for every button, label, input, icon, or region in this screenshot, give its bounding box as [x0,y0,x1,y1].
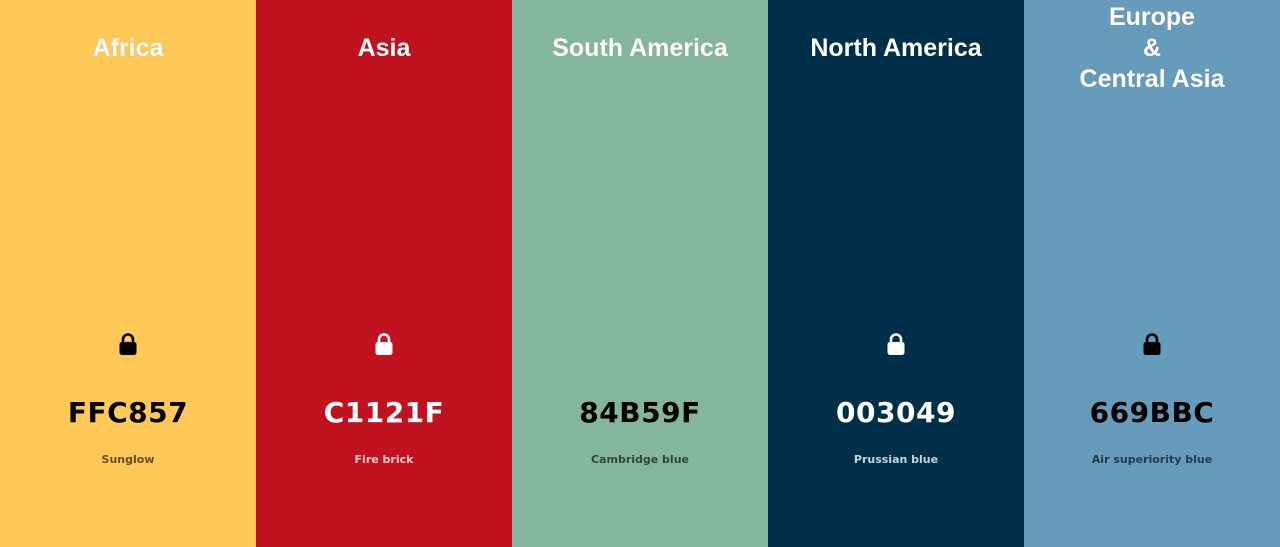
lock-icon[interactable] [886,332,906,356]
hex-code[interactable]: 003049 [836,396,956,429]
hex-code[interactable]: 669BBC [1089,396,1215,429]
swatch-south-america[interactable]: South America 84B59F Cambridge blue [512,0,768,547]
color-name: Prussian blue [853,453,939,466]
region-label: Africa [92,33,164,62]
color-name: Air superiority blue [1091,453,1213,466]
region-label: North America [810,33,982,62]
lock-icon[interactable] [374,332,394,356]
color-name: Fire brick [354,453,414,466]
region-label: Asia [357,33,411,62]
swatch-africa[interactable]: Africa FFC857 Sunglow [0,0,256,547]
hex-code[interactable]: 84B59F [579,396,701,429]
swatch-north-america[interactable]: North America 003049 Prussian blue [768,0,1024,547]
region-label: Europe & Central Asia [1079,2,1225,93]
swatch-europe-central-asia[interactable]: Europe & Central Asia 669BBC Air superio… [1024,0,1280,547]
hex-code[interactable]: FFC857 [67,396,189,429]
hex-code[interactable]: C1121F [323,396,445,429]
swatch-asia[interactable]: Asia C1121F Fire brick [256,0,512,547]
lock-icon[interactable] [1142,332,1162,356]
color-name: Sunglow [101,453,155,466]
color-name: Cambridge blue [590,453,689,466]
lock-icon[interactable] [118,332,138,356]
region-label: South America [552,33,728,62]
